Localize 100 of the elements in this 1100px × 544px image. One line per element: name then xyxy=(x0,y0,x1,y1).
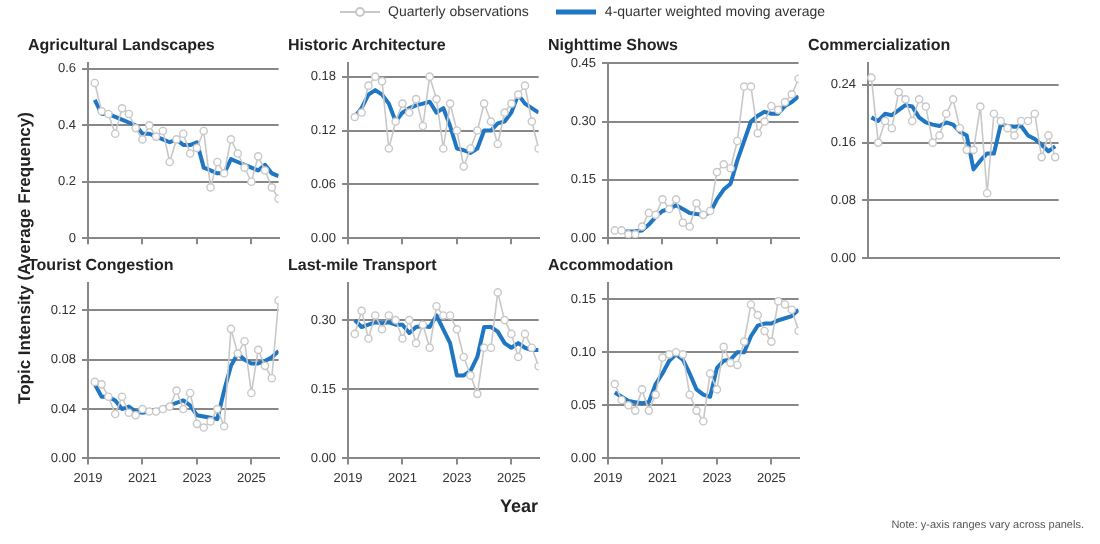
point xyxy=(644,406,654,415)
point xyxy=(179,129,188,139)
point xyxy=(692,406,701,415)
point xyxy=(247,388,256,398)
point xyxy=(199,423,209,432)
point xyxy=(705,206,715,216)
point xyxy=(411,94,421,104)
point xyxy=(685,222,694,231)
point xyxy=(726,163,735,173)
point xyxy=(97,380,106,389)
point xyxy=(391,315,400,325)
point xyxy=(439,311,448,320)
point xyxy=(787,305,797,315)
point xyxy=(192,143,202,153)
point xyxy=(138,135,147,144)
point xyxy=(746,82,756,91)
point xyxy=(630,406,640,415)
point xyxy=(398,99,407,108)
point xyxy=(158,126,168,136)
point xyxy=(969,145,978,155)
point xyxy=(982,188,992,198)
point xyxy=(172,386,181,395)
point xyxy=(260,166,270,175)
point xyxy=(739,82,749,91)
point xyxy=(630,230,640,239)
point xyxy=(404,108,414,117)
point xyxy=(445,99,455,108)
point xyxy=(907,116,917,126)
point xyxy=(459,162,469,171)
point xyxy=(90,78,100,88)
point xyxy=(117,392,127,402)
point xyxy=(110,409,120,419)
point xyxy=(144,121,154,130)
point xyxy=(479,99,489,108)
point xyxy=(637,385,647,394)
point xyxy=(921,102,931,111)
point xyxy=(124,408,134,418)
point xyxy=(158,404,168,414)
point xyxy=(1016,116,1026,126)
point xyxy=(719,342,729,352)
point xyxy=(418,121,428,131)
point xyxy=(370,311,380,320)
point xyxy=(901,95,910,104)
point xyxy=(760,117,769,126)
point xyxy=(350,112,360,122)
point xyxy=(678,218,688,227)
point xyxy=(753,310,763,320)
chart-title: Nighttime Shows xyxy=(548,36,679,55)
point xyxy=(712,385,722,394)
point xyxy=(466,144,475,153)
point xyxy=(733,136,742,146)
point xyxy=(976,102,985,111)
point xyxy=(226,324,236,334)
point xyxy=(199,126,209,136)
point xyxy=(233,149,243,158)
point xyxy=(894,87,903,97)
point xyxy=(651,390,660,399)
point xyxy=(206,183,215,192)
point xyxy=(165,402,174,411)
point xyxy=(452,325,462,334)
point xyxy=(493,288,503,297)
point xyxy=(624,401,633,410)
point xyxy=(1023,116,1033,126)
point xyxy=(520,329,530,339)
point xyxy=(425,72,434,81)
point xyxy=(773,105,783,115)
point xyxy=(240,163,249,172)
point xyxy=(699,416,708,426)
point xyxy=(384,311,394,320)
point xyxy=(617,226,626,235)
point xyxy=(391,117,400,126)
point xyxy=(213,404,222,414)
point xyxy=(179,404,188,414)
point xyxy=(928,138,937,147)
point xyxy=(486,343,496,353)
point xyxy=(144,407,154,416)
point xyxy=(206,417,215,426)
point xyxy=(138,404,147,414)
point xyxy=(151,407,161,416)
point xyxy=(1037,152,1046,162)
point xyxy=(624,230,633,239)
point xyxy=(452,126,462,135)
point xyxy=(473,126,482,135)
point xyxy=(513,90,523,99)
point xyxy=(767,101,776,111)
point xyxy=(377,76,387,86)
point xyxy=(520,81,530,90)
point xyxy=(131,123,140,133)
point xyxy=(989,109,999,119)
point xyxy=(787,90,797,99)
point xyxy=(110,129,120,139)
point xyxy=(1050,152,1060,162)
point xyxy=(493,139,503,149)
chart-title: Historic Architecture xyxy=(288,36,447,55)
point xyxy=(780,97,790,107)
point xyxy=(773,296,783,306)
point xyxy=(185,388,195,398)
point xyxy=(935,131,944,140)
point xyxy=(610,379,620,389)
point xyxy=(253,345,263,355)
